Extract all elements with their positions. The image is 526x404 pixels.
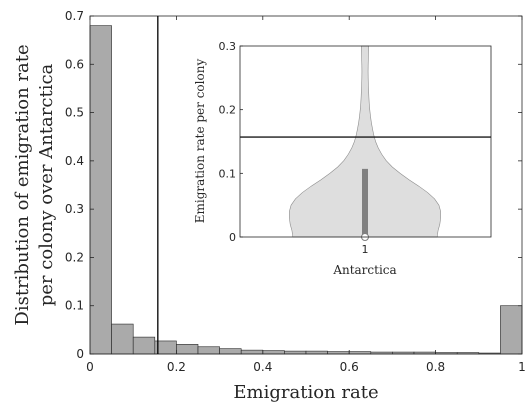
main-axes-frame bbox=[89, 15, 523, 355]
inset-x-axis-label: Antarctica bbox=[332, 263, 396, 277]
histogram-bar bbox=[197, 346, 220, 355]
y-tick-label: 0.3 bbox=[65, 202, 84, 216]
x-tick-label: 0.2 bbox=[167, 360, 186, 374]
y-axis-label-line-2: per colony over Antarctica bbox=[36, 63, 57, 306]
y-tick-label: 0.5 bbox=[65, 106, 84, 120]
histogram-bar bbox=[89, 25, 112, 355]
inset-y-tick-label: 0.1 bbox=[219, 167, 237, 180]
violin-iqr-box bbox=[362, 168, 368, 237]
inset-y-tick-label: 0 bbox=[229, 231, 236, 244]
x-tick-label: 1 bbox=[518, 360, 526, 374]
histogram-bar bbox=[111, 323, 134, 355]
main-axis-ticks: 0 0.2 0.4 0.6 0.8 1 0 0.1 0.2 0.3 0.4 0.5 0.6 0.7 bbox=[65, 9, 526, 374]
histogram-bar bbox=[176, 344, 199, 355]
histogram-bars bbox=[89, 25, 523, 355]
histogram-bar bbox=[500, 305, 523, 355]
histogram-bar bbox=[132, 336, 156, 355]
x-axis-label: Emigration rate bbox=[233, 382, 378, 403]
histogram-bar bbox=[284, 350, 307, 355]
main-chart: 0 0.2 0.4 0.6 0.8 1 0 0.1 0.2 0.3 0.4 0.5 0.6 0.7 Emi… bbox=[12, 9, 526, 403]
y-tick-label: 0.1 bbox=[65, 299, 84, 313]
x-tick-label: 0.8 bbox=[426, 360, 445, 374]
x-tick-label: 0 bbox=[86, 360, 94, 374]
y-tick-label: 0 bbox=[76, 347, 84, 361]
x-tick-label: 0.6 bbox=[340, 360, 359, 374]
y-tick-label: 0.6 bbox=[65, 57, 84, 71]
inset-y-tick-label: 0.2 bbox=[219, 104, 237, 117]
y-tick-label: 0.4 bbox=[65, 154, 84, 168]
inset-y-tick-label: 0.3 bbox=[219, 40, 237, 53]
y-tick-label: 0.7 bbox=[65, 9, 84, 23]
histogram-bar bbox=[305, 350, 328, 355]
x-tick-label: 0.4 bbox=[253, 360, 272, 374]
y-tick-label: 0.2 bbox=[65, 250, 84, 264]
y-axis-label-line-1: Distribution of emigration rate bbox=[12, 44, 33, 325]
histogram-bar bbox=[240, 349, 264, 355]
inset-axes-frame bbox=[239, 45, 492, 238]
histogram-bar bbox=[219, 348, 242, 355]
inset-y-axis-label: Emigration rate per colony bbox=[193, 59, 207, 224]
inset-axis-ticks: 0 0.1 0.2 0.3 bbox=[219, 40, 243, 244]
inset-violin-chart: 0 0.1 0.2 0.3 1 Antarctica Emigration rate … bbox=[193, 40, 492, 277]
histogram-bar bbox=[262, 350, 285, 355]
inset-category-tick-label: 1 bbox=[362, 243, 369, 256]
